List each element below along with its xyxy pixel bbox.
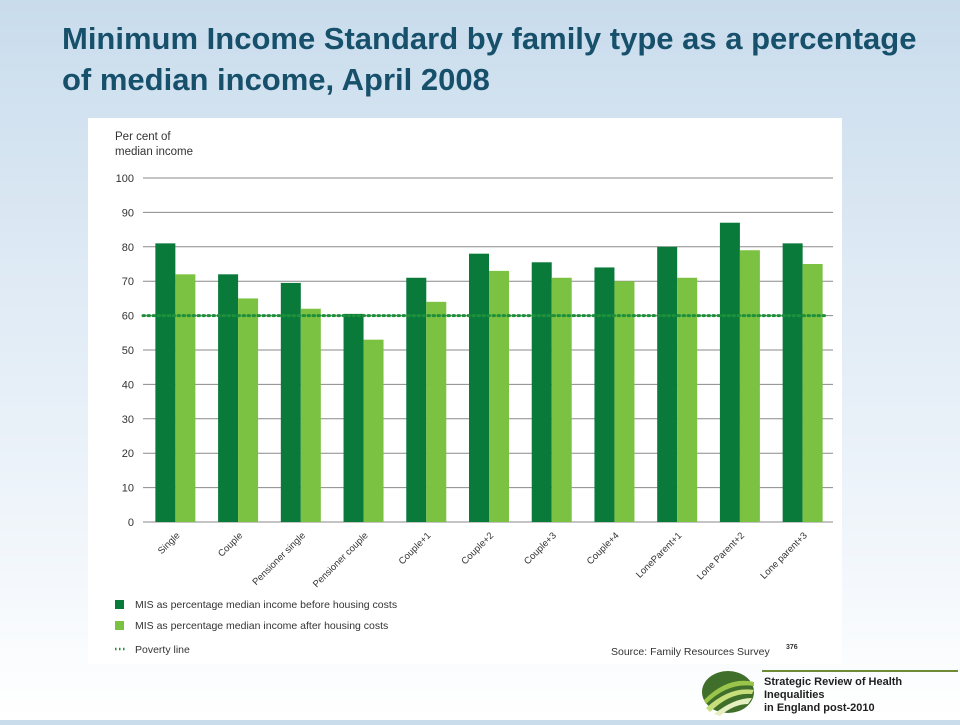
bar-after-housing: [175, 274, 196, 522]
logo-rule: [762, 670, 958, 672]
x-tick-labels: Single Couple Pensioner single Pensioner co…: [156, 530, 810, 590]
bars: [155, 222, 823, 523]
y-tick-label: 40: [122, 379, 134, 391]
legend: MIS as percentage median income before h…: [115, 599, 397, 656]
source-reference: 376: [786, 644, 798, 651]
bar-before-housing: [343, 313, 364, 522]
legend-swatch: [115, 600, 124, 609]
y-tick-label: 10: [122, 483, 134, 495]
chart-panel: Per cent of median income 0 10 20 30 40 50 60 7…: [88, 118, 842, 664]
x-tick-label: Couple+4: [585, 530, 622, 567]
x-tick-label: Couple+2: [459, 530, 496, 567]
bar-before-housing: [719, 222, 740, 522]
bar-before-housing: [594, 267, 615, 522]
legend-swatch: [115, 621, 124, 630]
y-tick-label: 60: [122, 311, 134, 323]
bar-after-housing: [426, 301, 447, 522]
x-tick-label: Single: [156, 530, 182, 556]
source-note: Source: Family Resources Survey: [611, 646, 770, 658]
x-tick-label: Pensioner couple: [311, 530, 371, 590]
legend-label: Poverty line: [135, 644, 190, 656]
bar-after-housing: [551, 277, 572, 522]
logo-line2: in England post-2010: [764, 702, 875, 714]
bar-before-housing: [782, 243, 803, 523]
y-tick-label: 70: [122, 276, 134, 288]
bar-after-housing: [363, 339, 384, 522]
logo: Strategic Review of Health Inequalities …: [700, 664, 960, 720]
y-axis-label-line1: Per cent of: [115, 131, 171, 143]
x-tick-label: Couple: [216, 530, 245, 559]
bar-after-housing: [238, 298, 259, 522]
bar-chart: Per cent of median income 0 10 20 30 40 50 60 7…: [115, 131, 833, 658]
legend-label: MIS as percentage median income after ho…: [135, 620, 388, 632]
x-tick-label: LoneParent+1: [634, 530, 684, 580]
slide-title: Minimum Income Standard by family type a…: [62, 21, 917, 97]
bar-before-housing: [531, 262, 552, 522]
bar-after-housing: [802, 264, 823, 522]
y-tick-label: 20: [122, 448, 134, 460]
x-tick-label: Couple+3: [522, 530, 559, 567]
bar-after-housing: [300, 308, 321, 522]
x-tick-label: Lone Parent+2: [695, 530, 747, 582]
bar-before-housing: [280, 282, 301, 522]
x-tick-label: Pensioner single: [250, 530, 307, 587]
y-tick-label: 90: [122, 207, 134, 219]
bar-before-housing: [218, 274, 239, 522]
x-tick-label: Couple+1: [397, 530, 434, 567]
logo-emblem-icon: [702, 671, 754, 716]
y-tick-label: 30: [122, 414, 134, 426]
y-axis-label-line2: median income: [115, 146, 193, 158]
y-tick-label: 50: [122, 345, 134, 357]
bar-after-housing: [739, 250, 760, 523]
legend-label: MIS as percentage median income before h…: [135, 599, 397, 611]
bar-after-housing: [489, 270, 509, 522]
y-tick-label: 80: [122, 242, 134, 254]
bar-before-housing: [657, 246, 678, 523]
logo-line1: Strategic Review of Health Inequalities: [764, 676, 903, 701]
logo-text: Strategic Review of Health Inequalities …: [764, 676, 960, 715]
x-tick-label: Lone parent+3: [758, 530, 809, 581]
y-tick-label: 100: [116, 173, 134, 185]
y-tick-label: 0: [128, 517, 134, 529]
bar-after-housing: [614, 281, 635, 522]
bar-before-housing: [155, 243, 176, 523]
bar-after-housing: [677, 277, 698, 522]
bar-before-housing: [469, 253, 489, 522]
bar-before-housing: [406, 277, 427, 522]
